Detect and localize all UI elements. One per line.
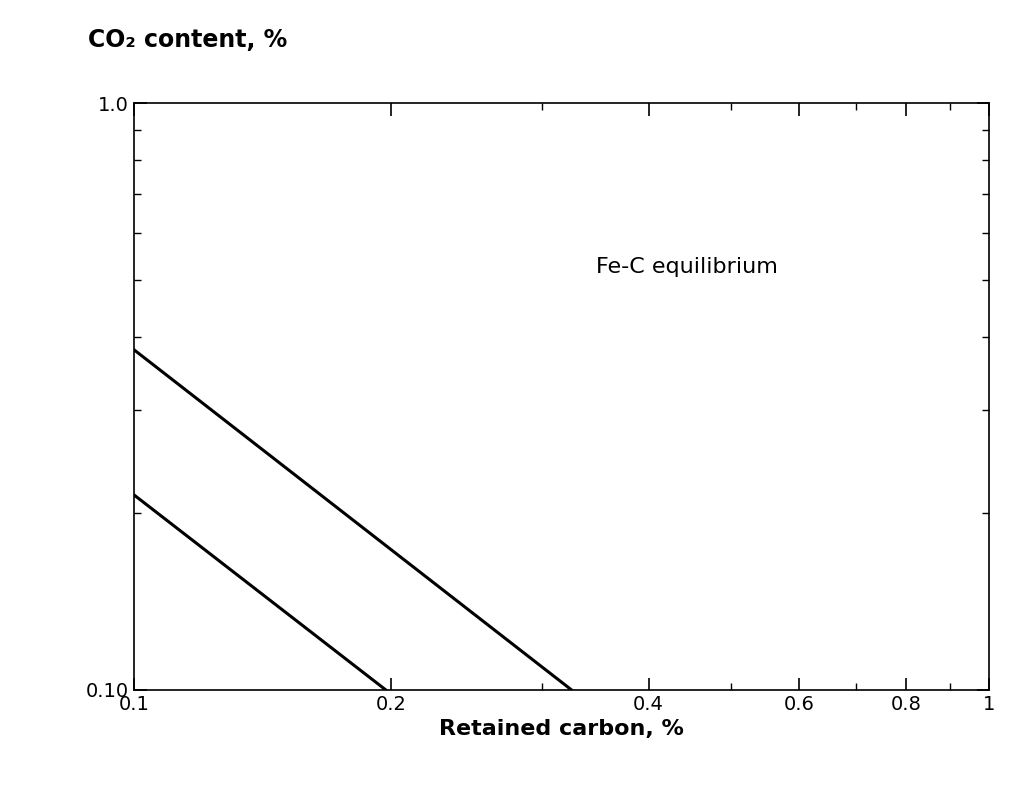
X-axis label: Retained carbon, %: Retained carbon, % <box>439 719 684 739</box>
Text: Fe-C equilibrium: Fe-C equilibrium <box>595 258 778 278</box>
Text: CO₂ content, %: CO₂ content, % <box>88 28 286 52</box>
